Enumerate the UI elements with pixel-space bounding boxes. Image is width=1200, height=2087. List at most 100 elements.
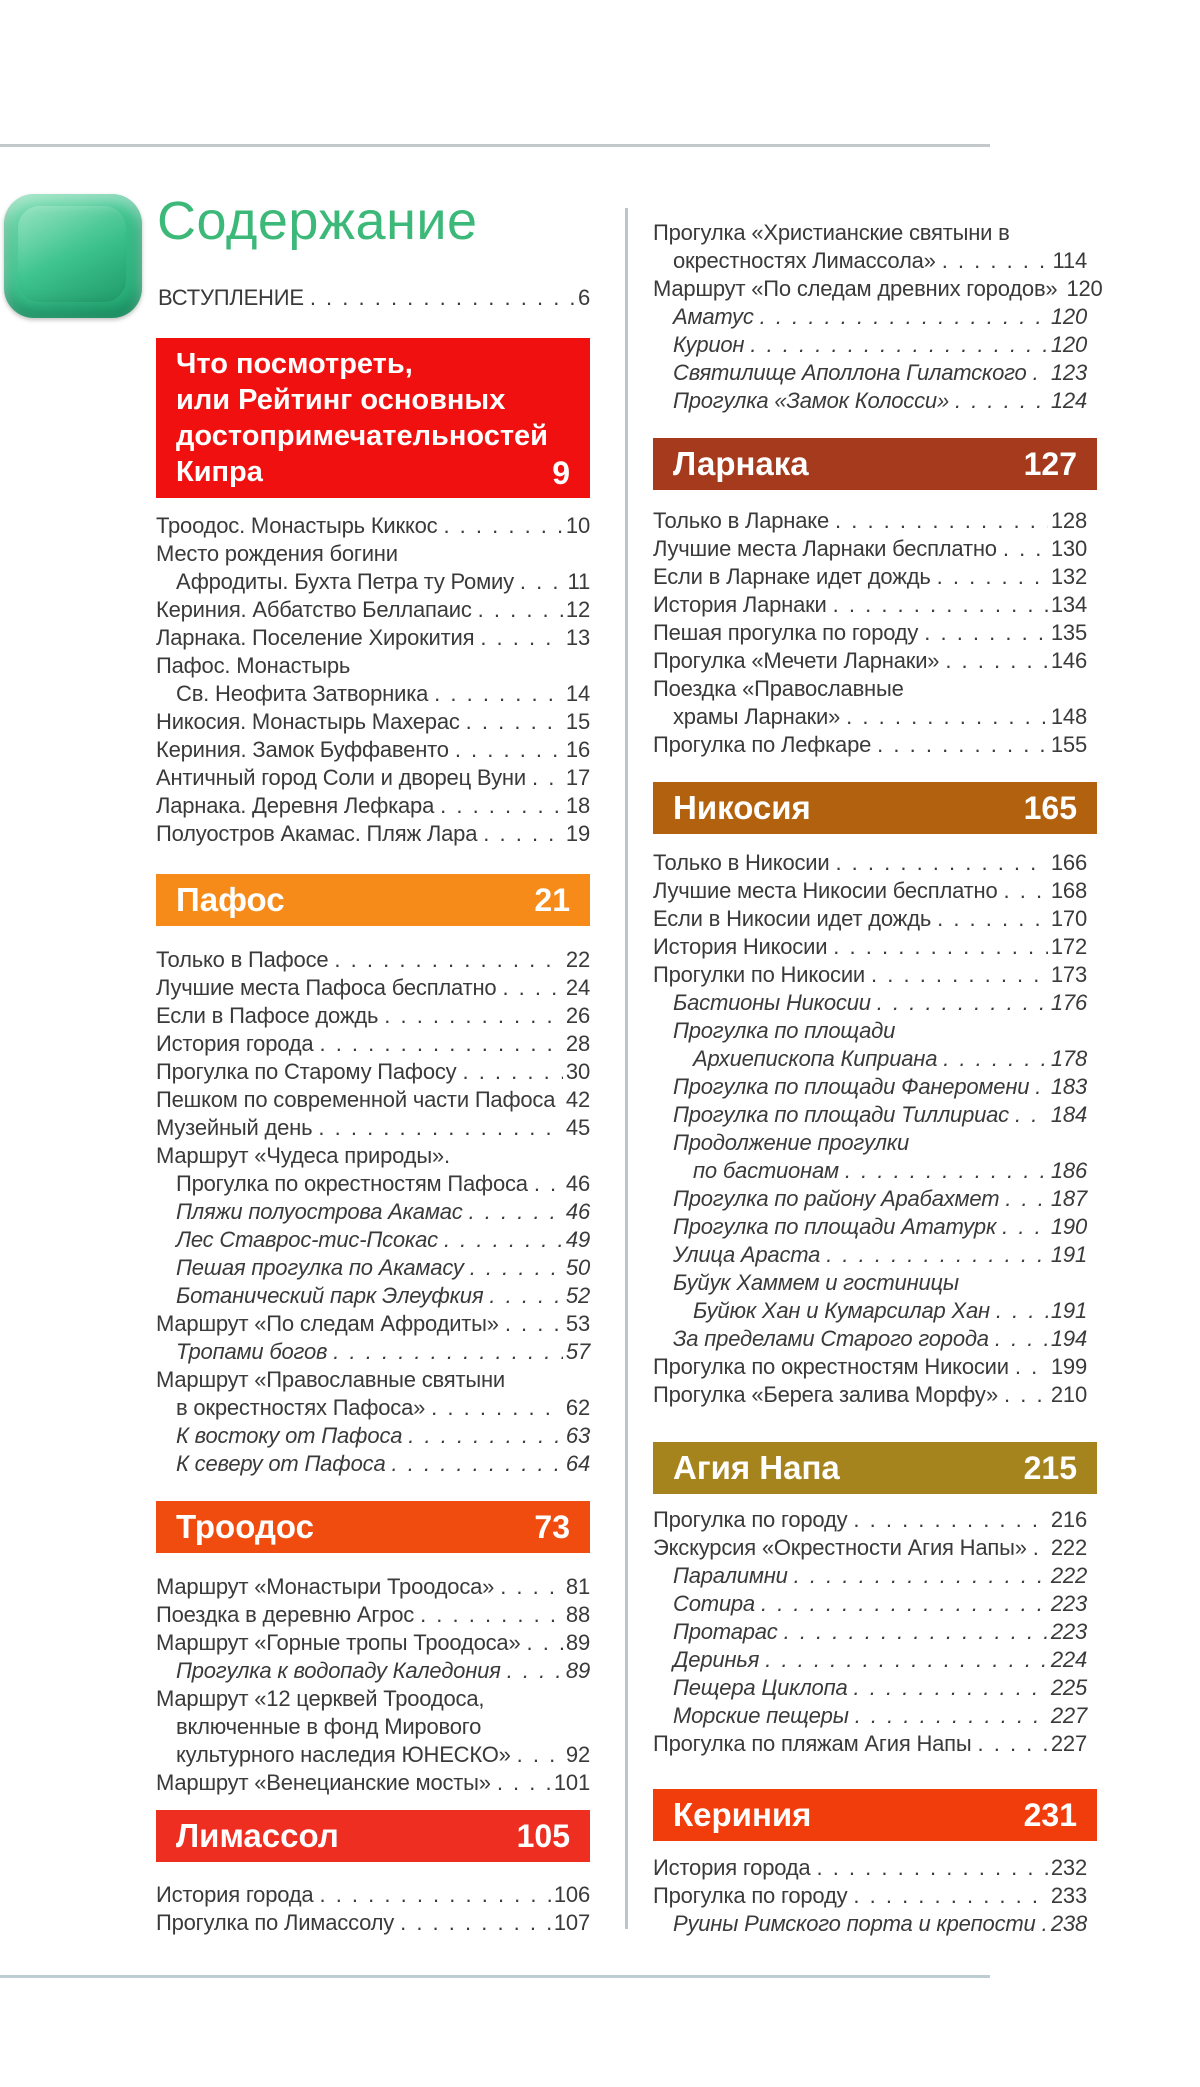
toc-entry: Пляжи полуострова Акамас 46 <box>156 1198 590 1226</box>
toc-entry: Маршрут «12 церквей Троодоса, <box>156 1685 590 1713</box>
toc-entry-label: Св. Неофита Затворника <box>176 681 429 706</box>
toc-entry-page: 238 <box>1050 1911 1087 1936</box>
toc-entry: Ларнака. Деревня Лефкара 18 <box>156 792 590 820</box>
toc-list-limassol-list: История города 106 Прогулка по Лимассолу 10… <box>156 1881 590 1937</box>
section-header-limassol: Лимассол 105 <box>156 1810 590 1862</box>
dot-leader <box>440 792 563 820</box>
section-title-line: Ларнака <box>673 445 809 482</box>
dot-leader <box>877 731 1048 759</box>
toc-entry-label: Прогулка по площади Ататурк <box>673 1214 997 1239</box>
toc-entry-label: Если в Ларнаке идет дождь <box>653 564 931 589</box>
toc-entry-label: Прогулка по пляжам Агия Напы <box>653 1731 972 1756</box>
toc-entry: Тропами богов 57 <box>156 1338 590 1366</box>
toc-entry: Если в Пафосе дождь 26 <box>156 1002 590 1030</box>
toc-entry-page: 190 <box>1050 1214 1087 1239</box>
toc-list-rating-list: Троодос. Монастырь Киккос 10 Место рождени… <box>156 512 590 848</box>
toc-entry-page: 210 <box>1050 1382 1087 1407</box>
toc-entry-label: История города <box>156 1882 314 1907</box>
dot-leader <box>924 619 1048 647</box>
toc-entry: Лучшие места Ларнаки бесплатно 130 <box>653 535 1087 563</box>
toc-entry: За пределами Старого города 194 <box>653 1325 1087 1353</box>
toc-entry: Маршрут «По следам древних городов» 120 <box>653 275 1103 303</box>
section-page-number: 73 <box>534 1509 570 1545</box>
toc-entry-label: Поездка в деревню Агрос <box>156 1602 415 1627</box>
section-header-pafos: Пафос 21 <box>156 874 590 926</box>
toc-entry-label: Прогулка к водопаду Каледония <box>176 1658 501 1683</box>
dot-leader <box>816 1854 1047 1882</box>
section-page-number: 9 <box>552 455 570 491</box>
toc-entry: Прогулка по окрестностям Никосии 199 <box>653 1353 1087 1381</box>
toc-entry: Святилище Аполлона Гилатского 123 <box>653 359 1087 387</box>
dot-leader <box>444 1226 563 1254</box>
toc-entry-page: 101 <box>553 1770 590 1795</box>
toc-entry: Прогулка «Замок Колосси» 124 <box>653 387 1087 415</box>
toc-entry: Прогулка «Берега залива Морфу» 210 <box>653 1381 1087 1409</box>
toc-entry-page: 12 <box>565 597 590 622</box>
toc-entry-page: 89 <box>565 1630 590 1655</box>
toc-entry-page: 88 <box>565 1602 590 1627</box>
dot-leader <box>443 512 562 540</box>
toc-entry-label: Античный город Соли и дворец Вуни <box>156 765 526 790</box>
toc-entry-label: К востоку от Пафоса <box>176 1423 403 1448</box>
dot-leader <box>765 1646 1048 1674</box>
dot-leader <box>520 568 565 596</box>
toc-entry-page: 81 <box>565 1574 590 1599</box>
dot-leader <box>497 1769 551 1797</box>
dot-leader <box>408 1422 563 1450</box>
intro-entry: ВСТУПЛЕНИЕ 6 <box>158 284 590 312</box>
section-title: Никосия <box>673 782 1077 834</box>
toc-entry-label: Бастионы Никосии <box>673 990 871 1015</box>
chapter-tab-icon <box>4 194 142 318</box>
toc-entry: Пешая прогулка по городу 135 <box>653 619 1087 647</box>
toc-entry: Руины Римского порта и крепости 238 <box>653 1910 1087 1938</box>
dot-leader <box>319 1030 562 1058</box>
toc-entry: Лес Ставрос-тис-Псокас 49 <box>156 1226 590 1254</box>
dot-leader <box>480 624 563 652</box>
section-page-number: 215 <box>1023 1450 1077 1486</box>
dot-leader <box>469 1198 563 1226</box>
toc-entry-label: За пределами Старого города <box>673 1326 989 1351</box>
toc-entry-label: Никосия. Монастырь Махерас <box>156 709 460 734</box>
section-header-agia-napa: Агия Напа 215 <box>653 1442 1097 1494</box>
dot-leader <box>835 507 1048 535</box>
toc-entry: Буйюк Хан и Кумарсилар Хан 191 <box>653 1297 1087 1325</box>
toc-entry-page: 223 <box>1050 1619 1087 1644</box>
right-column: Прогулка «Христианские святыни в окрестно… <box>653 208 1103 1938</box>
toc-entry-page: 223 <box>1050 1591 1087 1616</box>
section-title: Троодос <box>176 1501 570 1553</box>
toc-entry: Прогулка по Лимассолу 107 <box>156 1909 590 1937</box>
toc-entry-label: Тропами богов <box>176 1339 328 1364</box>
dot-leader <box>846 703 1048 731</box>
dot-leader <box>489 1282 563 1310</box>
toc-entry-label: Кериния. Аббатство Беллапаис <box>156 597 472 622</box>
dot-leader <box>392 1450 563 1478</box>
toc-entry: Пешком по современной части Пафоса 42 <box>156 1086 590 1114</box>
toc-entry-label: Экскурсия «Окрестности Агия Напы» <box>653 1535 1027 1560</box>
toc-entry-label: Маршрут «Венецианские мосты» <box>156 1770 491 1795</box>
toc-entry-label: храмы Ларнаки» <box>673 704 841 729</box>
toc-entry-page: 11 <box>567 569 591 594</box>
toc-entry: Пещера Циклопа 225 <box>653 1674 1087 1702</box>
section-title-line: Что посмотреть, <box>176 348 413 380</box>
dot-leader <box>1005 1185 1048 1213</box>
toc-entry-label: Маршрут «Горные тропы Троодоса» <box>156 1630 521 1655</box>
toc-entry: по бастионам 186 <box>653 1157 1087 1185</box>
toc-entry-label: Прогулка по району Арабахмет <box>673 1186 1000 1211</box>
toc-entry-label: Прогулка по Старому Пафосу <box>156 1059 457 1084</box>
toc-entry-page: 191 <box>1050 1298 1087 1323</box>
toc-entry-label: Прогулка по площади Фанеромени <box>673 1074 1030 1099</box>
dot-leader <box>855 1702 1048 1730</box>
toc-entry-page: 89 <box>565 1658 590 1683</box>
toc-entry-label: Маршрут «Монастыри Троодоса» <box>156 1574 495 1599</box>
toc-entry-label: Буйук Хаммем и гостиницы <box>673 1270 959 1295</box>
toc-entry-page: 222 <box>1050 1563 1087 1588</box>
toc-entry: Пешая прогулка по Акамасу 50 <box>156 1254 590 1282</box>
toc-entry: Если в Ларнаке идет дождь 132 <box>653 563 1087 591</box>
toc-entry-label: Прогулка «Замок Колосси» <box>673 388 949 413</box>
section-title-line: Кипра <box>176 456 263 488</box>
toc-entry-label: Лучшие места Никосии бесплатно <box>653 878 998 903</box>
toc-entry-page: 120 <box>1050 332 1087 357</box>
section-title-line: Никосия <box>673 789 811 826</box>
toc-entry-label: Лучшие места Пафоса бесплатно <box>156 975 497 1000</box>
toc-entry-page: 191 <box>1050 1242 1087 1267</box>
